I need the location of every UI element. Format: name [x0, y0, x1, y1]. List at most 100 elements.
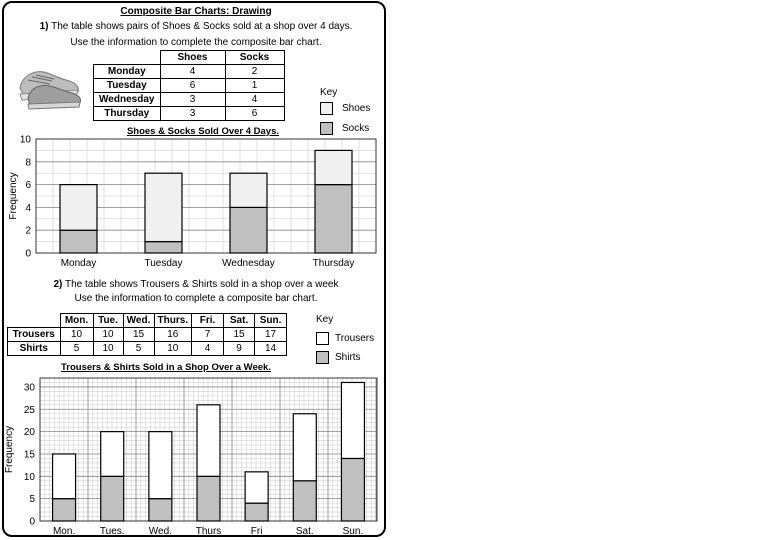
y-tick-label: 10 [20, 135, 32, 146]
table-header: Socks [224, 50, 285, 65]
plot-frame [35, 138, 377, 254]
bar-trousers [340, 381, 366, 460]
table-cell: 10 [92, 341, 124, 356]
x-tick-label: Sun. [343, 526, 364, 537]
table-cell: 3 [159, 92, 226, 107]
q2-text-1: The table shows Trousers & Shirts sold i… [65, 279, 339, 290]
q2-key-title: Key [316, 314, 334, 325]
y-tick-label: 2 [25, 226, 31, 237]
bar-shirts [196, 475, 221, 522]
key-swatch-trousers [316, 332, 329, 345]
key-label: Shoes [342, 103, 371, 114]
bar-shirts [51, 498, 77, 522]
table-cell: 17 [254, 327, 288, 342]
bar-shoes [314, 149, 353, 186]
q1-table: Shoes Socks Monday 4 2 Tuesday 6 1 Wedne… [93, 50, 285, 121]
table-cell: 4 [159, 64, 226, 79]
bar-shirts [100, 475, 125, 522]
shoes-image [19, 71, 81, 110]
table-cell: 5 [59, 341, 94, 356]
x-tick-label: Wed. [149, 526, 172, 537]
table-cell: 6 [159, 78, 226, 93]
bar-shirts [244, 502, 269, 522]
table-cell: 14 [254, 341, 288, 356]
x-tick-label: Fri [251, 526, 263, 537]
y-tick-label: 8 [25, 157, 31, 168]
q1-key-title: Key [320, 87, 338, 98]
table-row-label: Monday [93, 64, 161, 79]
table-cell: 2 [224, 64, 285, 79]
table-cell: 6 [224, 106, 285, 121]
x-tick-label: Tues. [100, 526, 125, 537]
q1-text-1: The table shows pairs of Shoes & Socks s… [51, 21, 353, 32]
q2-number: 2) [53, 279, 63, 290]
bar-shirts [292, 480, 317, 522]
table-row-label: Thursday [93, 106, 161, 121]
table-cell: 3 [159, 106, 226, 121]
y-tick-label: 20 [24, 427, 36, 438]
table-row-label: Trousers [7, 327, 61, 342]
y-tick-label: 0 [25, 249, 31, 260]
y-tick-label: 10 [24, 472, 36, 483]
bar-socks [144, 240, 183, 254]
y-tick-label: 5 [29, 494, 35, 505]
table-row-label: Wednesday [93, 92, 161, 107]
table-corner [93, 50, 161, 65]
x-tick-label: Thursday [313, 258, 355, 269]
bar-socks [59, 229, 98, 254]
table-cell: 4 [191, 341, 225, 356]
key-label: Socks [342, 123, 370, 134]
chart2-title: Trousers & Shirts Sold in a Shop Over a … [61, 362, 271, 373]
table-cell: 16 [153, 327, 193, 342]
q2-line2: Use the information to complete a compos… [74, 293, 318, 304]
q1-number: 1) [39, 21, 49, 32]
chart1-title: Shoes & Socks Sold Over 4 Days. [126, 126, 280, 137]
table-header: Mon. [59, 313, 94, 328]
q2-table: Mon. Tue. Wed. Thurs. Fri. Sat. Sun. Tro… [7, 313, 288, 356]
bar-trousers [196, 404, 221, 477]
y-axis-label: Frequency [8, 172, 19, 219]
chart2: Mon. Tues. Wed. Thurs Fri Sat. Sun. 0 5 10 15 20 25 3… [4, 377, 378, 537]
table-header: Thurs. [153, 313, 193, 328]
x-tick-label: Wednesday [222, 258, 275, 269]
table-cell: 10 [153, 341, 193, 356]
key-swatch-shirts [316, 351, 329, 364]
table-row-label: Shirts [7, 341, 61, 356]
x-tick-label: Monday [61, 258, 97, 269]
table-header: Sun. [254, 313, 288, 328]
x-tick-label: Thurs [196, 526, 222, 537]
q2-line1: 2) The table shows Trousers & Shirts sol… [4, 278, 388, 291]
x-tick-label: Sat. [296, 526, 314, 537]
table-cell: 10 [59, 327, 94, 342]
bar-trousers [244, 471, 269, 504]
table-header: Tue. [92, 313, 124, 328]
bar-shirts [340, 457, 366, 522]
table-header: Shoes [159, 50, 226, 65]
table-header: Wed. [122, 313, 155, 328]
table-cell: 5 [122, 341, 155, 356]
table-cell: 1 [224, 78, 285, 93]
chart1: Monday Tuesday Wednesday Thursday 0 2 4 6 8 10 Fre… [8, 135, 377, 269]
worksheet-title: Composite Bar Charts: Drawing [120, 6, 272, 17]
key-swatch-socks [320, 122, 333, 135]
key-label: Shirts [335, 352, 361, 363]
y-tick-label: 6 [25, 180, 31, 191]
y-tick-label: 4 [25, 203, 31, 214]
table-cell: 10 [92, 327, 124, 342]
table-header: Fri. [191, 313, 225, 328]
bar-trousers [100, 431, 125, 477]
bar-trousers [51, 453, 77, 500]
bar-shoes [144, 172, 183, 243]
bar-trousers [292, 413, 317, 482]
y-tick-label: 30 [24, 382, 36, 393]
table-cell: 9 [223, 341, 256, 356]
bar-shoes [229, 172, 268, 209]
table-header: Sat. [223, 313, 256, 328]
table-cell: 4 [224, 92, 285, 107]
x-tick-label: Mon. [53, 526, 75, 537]
x-tick-label: Tuesday [145, 258, 183, 269]
table-cell: 15 [122, 327, 155, 342]
worksheet: Composite Bar Charts: Drawing 1) The tab… [2, 1, 386, 537]
bar-socks [229, 206, 268, 254]
bar-trousers [148, 431, 173, 500]
